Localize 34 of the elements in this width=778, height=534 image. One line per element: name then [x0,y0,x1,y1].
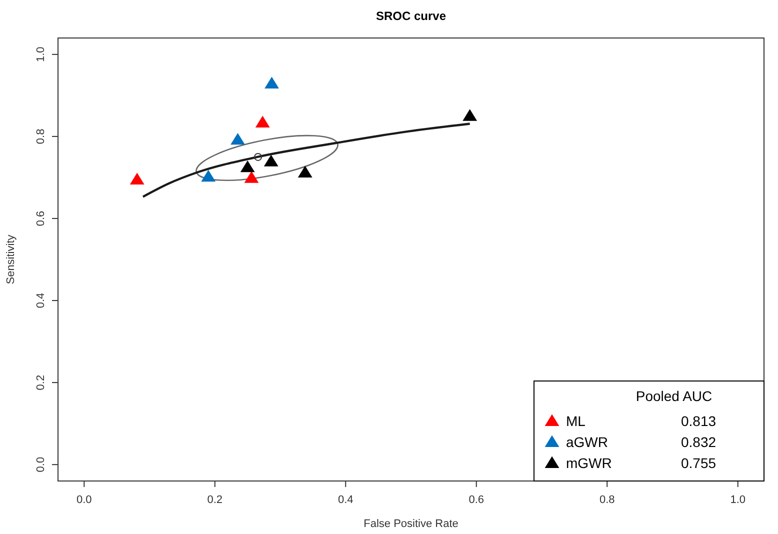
legend-title: Pooled AUC [636,388,712,404]
point [254,152,262,161]
y-axis-title: Sensitivity [5,234,17,284]
point [298,166,312,178]
point [244,171,259,183]
point [264,154,278,166]
y-tick-label: 0.8 [35,128,47,144]
x-tick-label: 0.0 [76,494,92,506]
line-series [142,122,471,198]
point [264,76,279,88]
y-tick-label: 0.4 [35,292,47,308]
point [255,116,270,128]
y-tick-label: 0.6 [35,210,47,226]
chart-title: SROC curve [376,9,446,23]
x-tick-label: 0.8 [599,494,615,506]
x-tick-label: 0.6 [468,494,484,506]
annotation: 0.813 [681,413,716,429]
x-tick-label: 0.2 [207,494,223,506]
point [201,170,216,182]
point [130,172,144,184]
y-tick-label: 0.0 [35,456,47,472]
annotation: 0.832 [681,434,716,450]
y-tick-label: 0.2 [35,374,47,390]
annotation: 0.755 [681,455,716,471]
legend-label: aGWR [566,434,608,450]
point [240,160,255,172]
point [230,132,245,145]
legend-label: mGWR [566,455,612,471]
y-tick-label: 1.0 [35,46,47,62]
x-tick-label: 0.4 [338,494,354,506]
legend-label: ML [566,413,586,429]
x-tick-label: 1.0 [730,494,746,506]
x-axis-title: False Positive Rate [364,518,458,530]
point [462,109,478,121]
